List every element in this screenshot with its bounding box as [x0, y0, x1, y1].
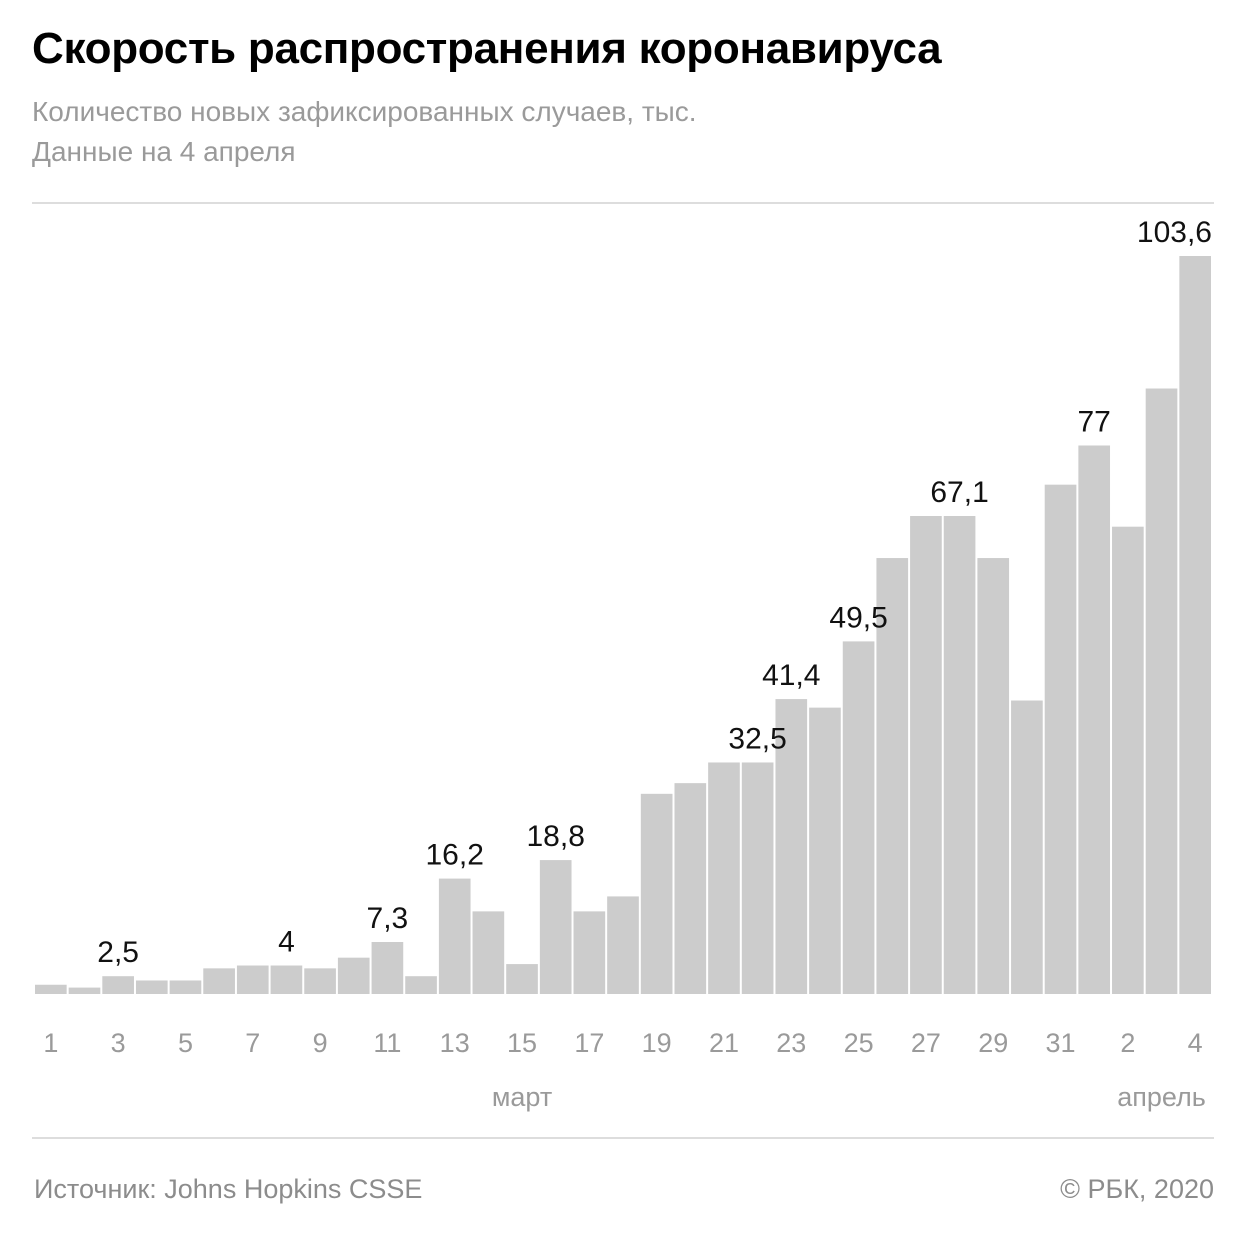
bar-day-22 — [741, 762, 774, 994]
source-note: Источник: Johns Hopkins CSSE — [34, 1174, 423, 1204]
bar-day-19 — [640, 793, 673, 994]
x-tick-label: 4 — [1188, 1028, 1203, 1058]
bar-day-29 — [977, 558, 1010, 994]
bar-day-14 — [472, 911, 505, 994]
bar-day-16 — [539, 860, 572, 994]
top-divider — [32, 202, 1214, 204]
bar-day-7 — [236, 965, 269, 994]
value-label: 32,5 — [728, 722, 786, 755]
x-tick-label: 17 — [574, 1028, 604, 1058]
value-label: 2,5 — [97, 936, 139, 969]
value-label: 77 — [1078, 405, 1111, 438]
value-label: 41,4 — [762, 659, 820, 692]
bar-day-11 — [371, 942, 404, 994]
x-tick-label: 11 — [373, 1028, 401, 1058]
x-tick-label: 15 — [507, 1028, 537, 1058]
x-tick-label: 19 — [642, 1028, 672, 1058]
bar-day-33 — [1112, 526, 1144, 994]
month-label: апрель — [1117, 1082, 1206, 1112]
x-tick-label: 29 — [978, 1028, 1008, 1058]
bar-day-9 — [304, 968, 336, 994]
bar-day-13 — [438, 878, 471, 994]
bar-day-27 — [910, 516, 942, 994]
x-tick-label: 31 — [1046, 1028, 1076, 1058]
bar-day-12 — [405, 976, 437, 994]
bar-day-4 — [135, 980, 168, 994]
bar-day-31 — [1044, 484, 1077, 994]
bottom-divider — [32, 1137, 1214, 1139]
bar-day-8 — [270, 965, 303, 994]
bar-day-28 — [943, 516, 976, 994]
x-tick-label: 7 — [245, 1028, 260, 1058]
copyright-note: © РБК, 2020 — [1060, 1174, 1214, 1204]
bar-day-6 — [203, 968, 235, 994]
value-label: 4 — [278, 926, 295, 959]
bar-day-24 — [809, 707, 841, 994]
chart-subtitle: Количество новых зафиксированных случаев… — [32, 96, 697, 127]
x-tick-label: 23 — [776, 1028, 806, 1058]
bar-day-34 — [1145, 388, 1178, 994]
x-tick-label: 9 — [313, 1028, 328, 1058]
bar-day-3 — [102, 976, 134, 994]
month-label: март — [492, 1082, 552, 1112]
x-tick-label: 25 — [844, 1028, 874, 1058]
bar-day-30 — [1011, 700, 1043, 994]
x-tick-label: 3 — [111, 1028, 126, 1058]
bar-day-1 — [35, 984, 67, 994]
bar-day-10 — [337, 957, 370, 994]
value-label: 67,1 — [930, 476, 988, 509]
x-tick-label: 1 — [43, 1028, 58, 1058]
bar-day-23 — [775, 699, 808, 994]
x-tick-label: 5 — [178, 1028, 193, 1058]
chart-date-note: Данные на 4 апреля — [32, 136, 296, 167]
value-label: 103,6 — [1137, 216, 1212, 249]
bar-day-15 — [506, 964, 538, 994]
value-label: 49,5 — [829, 601, 887, 634]
value-label: 16,2 — [426, 839, 484, 872]
bar-day-5 — [169, 980, 202, 994]
value-label: 7,3 — [367, 902, 409, 935]
x-tick-label: 27 — [911, 1028, 941, 1058]
bar-day-25 — [842, 641, 875, 994]
bar-day-20 — [674, 783, 707, 994]
x-tick-label: 13 — [440, 1028, 470, 1058]
bar-day-2 — [68, 987, 101, 994]
x-tick-label: 21 — [709, 1028, 739, 1058]
bar-day-21 — [708, 762, 740, 994]
x-tick-label: 2 — [1120, 1028, 1135, 1058]
bar-day-17 — [573, 911, 606, 994]
chart-title: Скорость распространения коронавируса — [32, 24, 942, 73]
bar-day-26 — [876, 558, 909, 994]
bar-day-18 — [607, 896, 639, 994]
bar-day-32 — [1078, 445, 1111, 994]
bar-day-35 — [1179, 256, 1211, 994]
value-label: 18,8 — [526, 820, 584, 853]
